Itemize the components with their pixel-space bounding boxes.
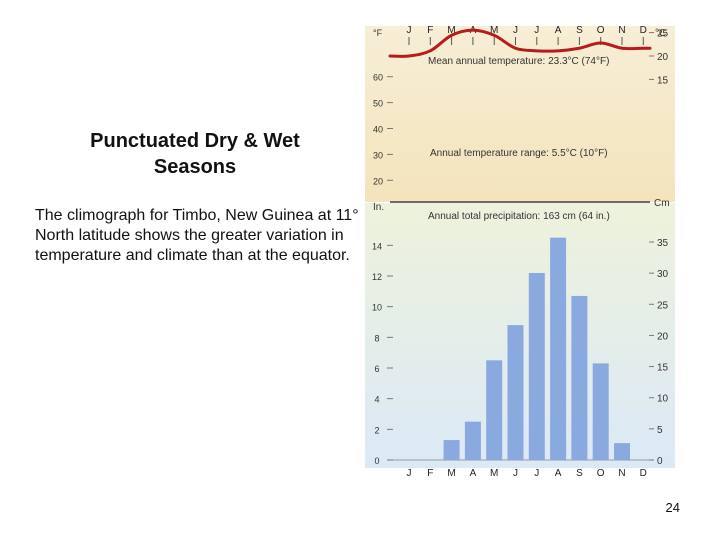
precip-tick-cm: 25: [657, 300, 669, 311]
precip-bar: [507, 325, 524, 460]
slide-title-line-2: Seasons: [153, 156, 237, 178]
precip-unit-right: Cm: [654, 198, 670, 209]
month-label-top: N: [618, 25, 625, 36]
month-label-bottom: M: [490, 468, 498, 479]
month-label-top: S: [576, 25, 583, 36]
month-label-bottom: A: [470, 468, 477, 479]
precip-tick-in: 0: [374, 456, 379, 466]
temperature-line: [388, 28, 652, 58]
temperature-panel-background: [365, 26, 675, 202]
month-label-bottom: J: [534, 468, 539, 479]
precip-tick-cm: 15: [657, 363, 669, 374]
month-label-top: M: [447, 25, 455, 36]
month-label-top: A: [555, 25, 562, 36]
climograph-chart: °F °C In. Cm Mean annual temperature: 23…: [365, 25, 675, 479]
precip-bar: [592, 363, 609, 460]
precip-tick-in: 14: [372, 241, 382, 251]
temp-tick-f: 60: [373, 73, 383, 83]
month-label-bottom: S: [576, 468, 583, 479]
annotation-temperature-range: Annual temperature range: 5.5°C (10°F): [430, 148, 608, 159]
temp-unit-right: °C: [655, 28, 666, 39]
temp-tick-f: 40: [373, 125, 383, 135]
slide-title: Punctuated Dry & Wet Seasons: [30, 128, 360, 180]
precip-tick-in: 8: [374, 333, 379, 343]
precip-tick-in: 6: [374, 364, 379, 374]
month-label-top: O: [597, 25, 605, 36]
month-label-bottom: N: [618, 468, 625, 479]
temp-tick-f: 30: [373, 150, 383, 160]
precip-tick-in: 12: [372, 272, 382, 282]
precip-tick-cm: 10: [657, 394, 669, 405]
precip-tick-in: 4: [374, 395, 379, 405]
annotation-total-precipitation: Annual total precipitation: 163 cm (64 i…: [428, 211, 610, 222]
month-label-top: J: [534, 25, 539, 36]
precip-bar: [486, 360, 503, 460]
precip-bar: [550, 237, 567, 460]
temp-tick-c: 15: [657, 75, 669, 86]
page-number: 24: [665, 500, 680, 515]
slide-body-text: The climograph for Timbo, New Guinea at …: [35, 207, 359, 264]
month-label-bottom: D: [640, 468, 647, 479]
precip-tick-cm: 20: [657, 331, 669, 342]
precip-tick-cm: 0: [657, 456, 663, 467]
month-label-bottom: M: [447, 468, 455, 479]
month-label-bottom: O: [597, 468, 605, 479]
temp-unit-left: °F: [373, 28, 383, 38]
temp-tick-f: 50: [373, 99, 383, 109]
precip-tick-cm: 35: [657, 238, 669, 249]
temp-tick-f: 20: [373, 176, 383, 186]
precip-tick-cm: 30: [657, 269, 669, 280]
precip-tick-cm: 5: [657, 425, 663, 436]
month-label-top: M: [490, 25, 498, 36]
temp-tick-c: 20: [657, 52, 669, 63]
month-label-bottom: F: [427, 468, 433, 479]
precip-bar: [571, 295, 588, 460]
month-label-bottom: J: [407, 468, 412, 479]
precip-bar: [528, 272, 545, 460]
precip-bar: [443, 440, 460, 460]
precip-tick-in: 2: [374, 425, 379, 435]
month-label-bottom: J: [513, 468, 518, 479]
month-label-top: D: [640, 25, 647, 36]
month-label-top: J: [407, 25, 412, 36]
month-label-top: F: [427, 25, 433, 36]
precip-bar: [464, 421, 481, 460]
temp-tick-c: 25: [657, 29, 669, 40]
slide-title-line-1: Punctuated Dry & Wet: [90, 130, 300, 152]
annotation-mean-temperature: Mean annual temperature: 23.3°C (74°F): [428, 56, 609, 67]
month-label-top: J: [513, 25, 518, 36]
precip-bar: [614, 443, 630, 460]
precip-unit-left: In.: [373, 202, 384, 213]
month-label-bottom: A: [555, 468, 562, 479]
precip-tick-in: 10: [372, 303, 382, 313]
